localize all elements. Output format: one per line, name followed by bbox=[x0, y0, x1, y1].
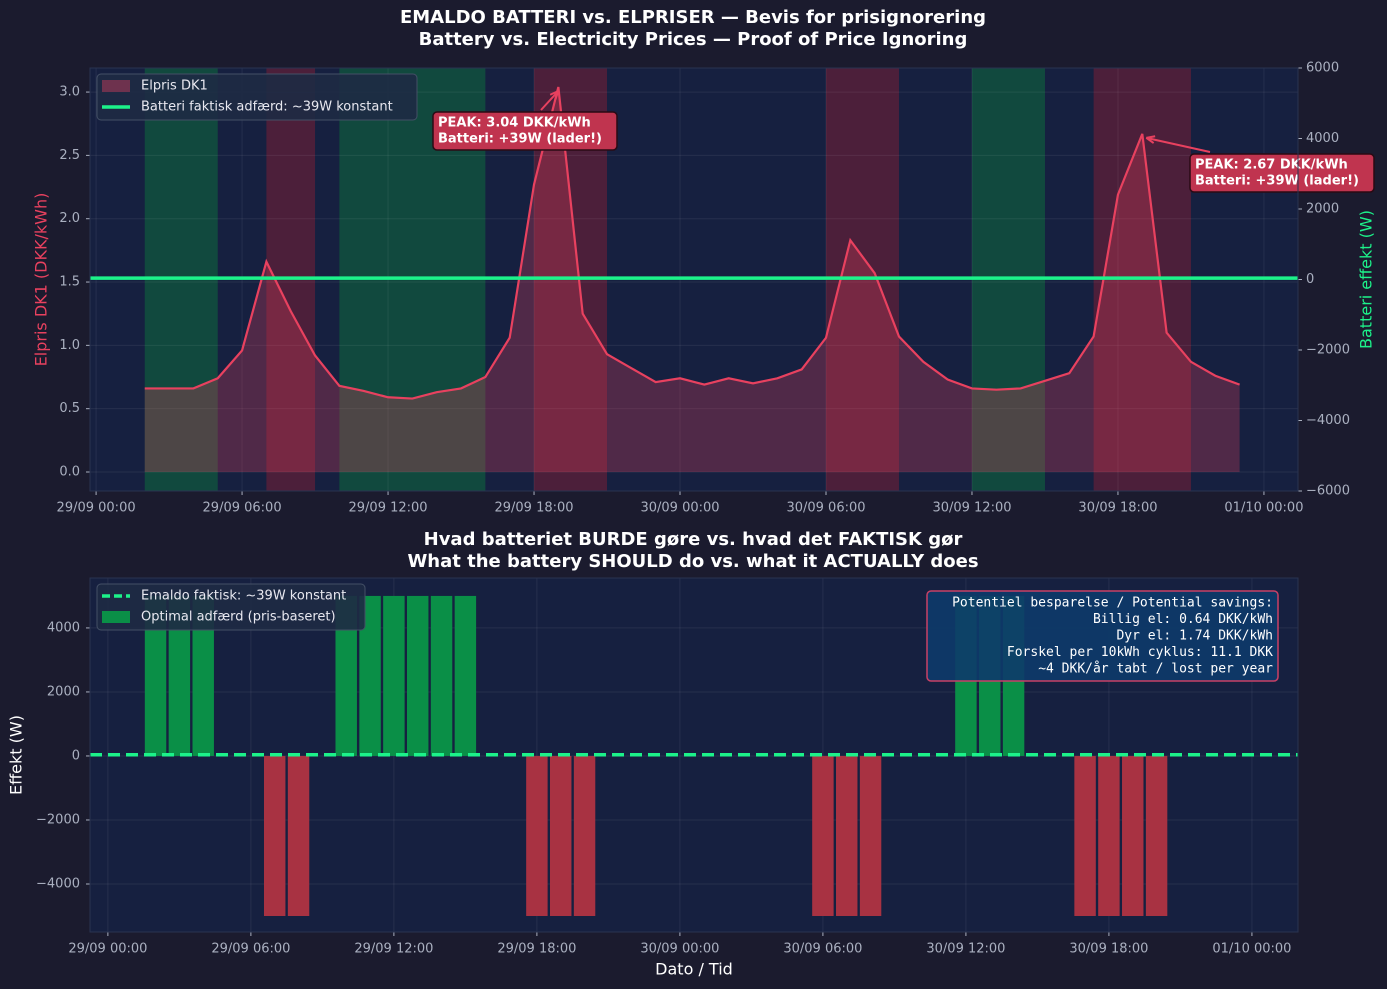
bar bbox=[836, 755, 858, 916]
bar bbox=[1122, 755, 1144, 916]
bar bbox=[1074, 755, 1096, 916]
y-tick-label: 3.0 bbox=[59, 85, 80, 100]
bar bbox=[454, 595, 477, 756]
x-tick-label: 29/09 00:00 bbox=[68, 942, 147, 957]
bar bbox=[168, 595, 191, 756]
legend-label: Optimal adfærd (pris-baseret) bbox=[141, 610, 336, 625]
annotation-box bbox=[1189, 153, 1375, 193]
y2-tick-label: −6000 bbox=[1306, 484, 1350, 499]
bar bbox=[573, 755, 596, 916]
savings-text: Potentiel besparelse / Potential savings… bbox=[952, 596, 1273, 611]
x-tick-label: 30/09 06:00 bbox=[786, 501, 865, 516]
x-tick-label: 30/09 18:00 bbox=[1069, 942, 1148, 957]
x-tick-label: 30/09 12:00 bbox=[926, 942, 1005, 957]
annotation-arrow bbox=[540, 90, 560, 111]
bar bbox=[1145, 755, 1168, 916]
legend-label: Batteri faktisk adfærd: ~39W konstant bbox=[141, 100, 393, 115]
y-tick-label: 2.0 bbox=[59, 211, 80, 226]
y-tick-label: 0 bbox=[72, 748, 80, 763]
savings-text: Billig el: 0.64 DKK/kWh bbox=[1093, 612, 1273, 627]
arrow-head bbox=[549, 90, 560, 100]
x-tick-label: 01/10 00:00 bbox=[1212, 942, 1291, 957]
savings-text: Dyr el: 1.74 DKK/kWh bbox=[1116, 629, 1273, 644]
y-axis-label: Effekt (W) bbox=[7, 715, 26, 795]
x-tick-label: 29/09 12:00 bbox=[349, 501, 428, 516]
x-axis-label: Dato / Tid bbox=[655, 960, 733, 979]
bar bbox=[430, 595, 453, 756]
bar bbox=[263, 755, 286, 916]
legend-swatch bbox=[102, 611, 130, 623]
chart-title: What the battery SHOULD do vs. what it A… bbox=[407, 551, 978, 572]
legend-label: Emaldo faktisk: ~39W konstant bbox=[141, 589, 346, 604]
legend-box bbox=[96, 73, 418, 121]
y-tick-label: 4000 bbox=[47, 620, 80, 635]
x-tick-label: 30/09 12:00 bbox=[932, 501, 1011, 516]
bar bbox=[192, 595, 214, 756]
savings-box bbox=[926, 590, 1279, 682]
y2-tick-label: 0 bbox=[1306, 272, 1314, 287]
y2-tick-label: 2000 bbox=[1306, 202, 1339, 217]
bar bbox=[812, 755, 834, 916]
bar bbox=[406, 595, 429, 756]
chart-title: Battery vs. Electricity Prices — Proof o… bbox=[419, 29, 968, 50]
y2-tick-label: −4000 bbox=[1306, 413, 1350, 428]
x-tick-label: 01/10 00:00 bbox=[1224, 501, 1303, 516]
x-tick-label: 29/09 12:00 bbox=[354, 942, 433, 957]
plot-frame bbox=[89, 577, 1299, 933]
y-tick-label: 1.0 bbox=[59, 338, 80, 353]
annotation-text: Batteri: +39W (lader!) bbox=[1195, 174, 1359, 189]
bar bbox=[1098, 755, 1120, 916]
y2-axis-label: Batteri effekt (W) bbox=[1357, 210, 1376, 349]
annotation-box bbox=[432, 111, 618, 151]
chart-title: EMALDO BATTERI vs. ELPRISER — Bevis for … bbox=[400, 7, 986, 28]
y2-tick-label: 6000 bbox=[1306, 61, 1339, 76]
y-tick-label: 1.5 bbox=[59, 275, 80, 290]
bar bbox=[287, 755, 310, 916]
y-axis-label: Elpris DK1 (DKK/kWh) bbox=[32, 193, 51, 367]
bar bbox=[859, 755, 882, 916]
x-tick-label: 30/09 00:00 bbox=[640, 501, 719, 516]
bar bbox=[359, 595, 381, 756]
y2-tick-label: −2000 bbox=[1306, 343, 1350, 358]
plot-frame bbox=[89, 67, 1299, 492]
savings-text: Forskel per 10kWh cyklus: 11.1 DKK bbox=[1007, 645, 1273, 660]
x-tick-label: 29/09 18:00 bbox=[497, 942, 576, 957]
x-tick-label: 29/09 18:00 bbox=[494, 501, 573, 516]
savings-text: ~4 DKK/år tabt / lost per year bbox=[1038, 662, 1273, 677]
bar bbox=[526, 755, 548, 916]
y2-tick-label: 4000 bbox=[1306, 131, 1339, 146]
legend-swatch bbox=[102, 80, 130, 92]
y-tick-label: −2000 bbox=[36, 812, 80, 827]
bar bbox=[550, 755, 572, 916]
y-tick-label: 0.5 bbox=[59, 401, 80, 416]
legend-box bbox=[96, 583, 366, 631]
bar bbox=[144, 595, 167, 756]
x-tick-label: 30/09 06:00 bbox=[783, 942, 862, 957]
bar bbox=[383, 595, 405, 756]
annotation-text: PEAK: 3.04 DKK/kWh bbox=[438, 116, 591, 131]
x-tick-label: 29/09 06:00 bbox=[203, 501, 282, 516]
x-tick-label: 30/09 18:00 bbox=[1078, 501, 1157, 516]
y-tick-label: −4000 bbox=[36, 876, 80, 891]
bar bbox=[335, 595, 357, 756]
arrow-head bbox=[1145, 135, 1156, 144]
legend-label: Elpris DK1 bbox=[141, 79, 208, 94]
y-tick-label: 0.0 bbox=[59, 465, 80, 480]
chart-title: Hvad batteriet BURDE gøre vs. hvad det F… bbox=[424, 529, 963, 550]
y-tick-label: 2.5 bbox=[59, 148, 80, 163]
annotation-text: Batteri: +39W (lader!) bbox=[438, 132, 602, 147]
price-line bbox=[144, 86, 1240, 400]
annotation-arrow bbox=[1146, 136, 1211, 153]
x-tick-label: 29/09 00:00 bbox=[57, 501, 136, 516]
annotation-text: PEAK: 2.67 DKK/kWh bbox=[1195, 158, 1348, 173]
y-tick-label: 2000 bbox=[47, 684, 80, 699]
x-tick-label: 30/09 00:00 bbox=[640, 942, 719, 957]
x-tick-label: 29/09 06:00 bbox=[211, 942, 290, 957]
price-area bbox=[144, 86, 1240, 473]
